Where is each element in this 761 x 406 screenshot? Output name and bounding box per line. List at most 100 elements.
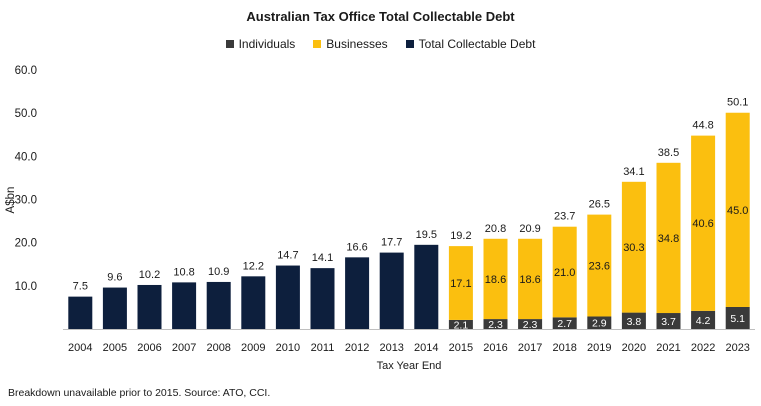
- legend-item-individuals: Individuals: [225, 37, 296, 51]
- data-label-total: 17.7: [381, 237, 402, 249]
- x-tick-label: 2008: [206, 342, 230, 354]
- y-tick-label: 10.0: [15, 281, 37, 293]
- data-label-businesses: 23.6: [589, 261, 610, 273]
- x-tick-label: 2012: [345, 342, 369, 354]
- data-label-total: 10.8: [173, 266, 194, 278]
- chart-title: Australian Tax Office Total Collectable …: [246, 9, 515, 24]
- x-tick-label: 2016: [483, 342, 507, 354]
- x-tick-label: 2009: [241, 342, 265, 354]
- data-label-individuals: 3.8: [627, 316, 642, 328]
- data-label-total: 26.5: [589, 199, 610, 211]
- bar-total-2009: [241, 276, 266, 329]
- legend-label-individuals: Individuals: [238, 37, 296, 51]
- data-label-total: 19.2: [450, 230, 471, 242]
- bar-individuals-2015: [448, 319, 473, 329]
- data-label-individuals: 4.2: [696, 315, 711, 327]
- data-label-businesses: 30.3: [623, 242, 644, 254]
- data-label-individuals: 2.3: [523, 319, 538, 331]
- x-tick-label: 2015: [449, 342, 473, 354]
- x-tick-label: 2023: [725, 342, 749, 354]
- data-label-total: 20.8: [485, 223, 506, 235]
- bar-businesses-2016: [483, 238, 508, 320]
- data-label-total: 9.6: [107, 272, 122, 284]
- x-tick-label: 2022: [691, 342, 715, 354]
- y-tick-label: 20.0: [15, 238, 37, 250]
- legend-swatch-individuals: [225, 40, 234, 48]
- legend-item-total: Total Collectable Debt: [405, 37, 536, 51]
- bar-total-2012: [345, 257, 370, 329]
- y-tick-label: 40.0: [15, 151, 37, 163]
- data-label-individuals: 2.9: [592, 318, 607, 330]
- bar-individuals-2019: [587, 316, 612, 329]
- bar-individuals-2018: [552, 317, 577, 329]
- data-label-businesses: 17.1: [450, 278, 471, 290]
- data-label-total: 19.5: [416, 229, 437, 241]
- x-tick-label: 2019: [587, 342, 611, 354]
- data-label-businesses: 21.0: [554, 267, 575, 279]
- data-label-total: 14.1: [312, 252, 333, 264]
- bar-individuals-2020: [621, 312, 646, 329]
- bar-businesses-2017: [518, 238, 543, 320]
- bar-total-2005: [102, 287, 127, 329]
- data-label-individuals: 3.7: [661, 316, 676, 328]
- x-tick-label: 2004: [68, 342, 92, 354]
- bar-total-2011: [310, 268, 335, 329]
- data-label-individuals: 2.7: [557, 318, 572, 330]
- data-label-total: 16.6: [346, 241, 367, 253]
- bar-total-2004: [68, 296, 93, 329]
- data-label-total: 38.5: [658, 147, 679, 159]
- data-label-businesses: 34.8: [658, 233, 679, 245]
- x-axis-label: Tax Year End: [377, 360, 442, 372]
- bar-businesses-2019: [587, 214, 612, 317]
- y-axis-label: A$bn: [5, 187, 17, 214]
- data-label-individuals: 2.1: [454, 319, 469, 331]
- data-label-total: 20.9: [519, 223, 540, 235]
- data-label-businesses: 40.6: [692, 218, 713, 230]
- legend: Individuals Businesses Total Collectable…: [0, 37, 761, 51]
- bar-total-2007: [172, 282, 197, 329]
- legend-label-businesses: Businesses: [326, 37, 388, 51]
- bar-individuals-2016: [483, 319, 508, 329]
- legend-label-total: Total Collectable Debt: [418, 37, 536, 51]
- data-label-total: 7.5: [73, 281, 88, 293]
- x-tick-label: 2017: [518, 342, 542, 354]
- data-label-businesses: 18.6: [519, 274, 540, 286]
- x-tick-label: 2007: [172, 342, 196, 354]
- bar-total-2013: [379, 252, 404, 329]
- legend-item-businesses: Businesses: [313, 37, 388, 51]
- data-label-total: 50.1: [727, 97, 748, 109]
- y-tick-label: 60.0: [15, 65, 37, 77]
- bar-individuals-2022: [691, 310, 716, 329]
- bar-businesses-2015: [448, 246, 473, 320]
- x-tick-label: 2018: [552, 342, 576, 354]
- data-label-total: 44.8: [692, 120, 713, 132]
- x-tick-label: 2013: [379, 342, 403, 354]
- data-label-individuals: 2.3: [488, 319, 503, 331]
- x-tick-label: 2021: [656, 342, 680, 354]
- bar-total-2014: [414, 244, 439, 329]
- bar-individuals-2017: [518, 319, 543, 329]
- bar-individuals-2023: [725, 306, 750, 329]
- bar-businesses-2023: [725, 112, 750, 307]
- data-label-businesses: 45.0: [727, 205, 748, 217]
- legend-swatch-total: [405, 40, 414, 48]
- data-label-total: 10.2: [139, 269, 160, 281]
- data-label-total: 12.2: [243, 260, 264, 272]
- bar-total-2010: [275, 265, 300, 329]
- y-tick-label: 30.0: [15, 195, 37, 207]
- data-label-total: 14.7: [277, 250, 298, 262]
- x-tick-label: 2020: [622, 342, 646, 354]
- bar-individuals-2021: [656, 313, 681, 329]
- x-tick-label: 2010: [276, 342, 300, 354]
- bar-total-2006: [137, 284, 162, 329]
- data-label-total: 23.7: [554, 211, 575, 223]
- bar-businesses-2022: [691, 135, 716, 311]
- legend-swatch-businesses: [313, 40, 322, 48]
- x-tick-label: 2011: [311, 342, 335, 354]
- data-label-businesses: 18.6: [485, 274, 506, 286]
- data-label-total: 34.1: [623, 166, 644, 178]
- bar-businesses-2018: [552, 226, 577, 318]
- x-tick-label: 2005: [103, 342, 127, 354]
- y-tick-label: 50.0: [15, 108, 37, 120]
